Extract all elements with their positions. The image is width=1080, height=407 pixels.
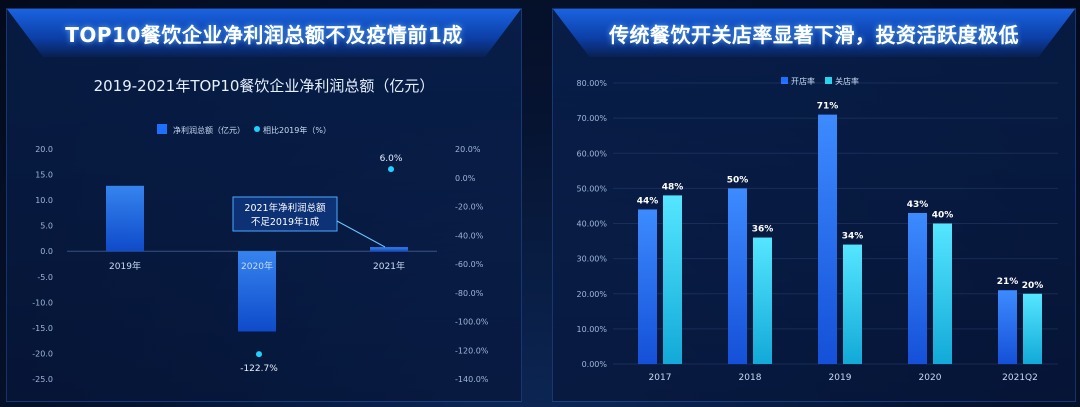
legend-swatch-marker (254, 126, 260, 132)
legend-swatch-bar (157, 124, 167, 134)
data-label: 48% (662, 182, 684, 192)
left-panel-title: TOP10餐饮企业净利润总额不及疫情前1成 (65, 22, 463, 47)
y-left-tick-label: 20.0 (35, 145, 53, 154)
annotation-box (232, 196, 338, 232)
left-panel: TOP10餐饮企业净利润总额不及疫情前1成 2019-2021年TOP10餐饮企… (6, 8, 522, 402)
bar-open-rate (998, 290, 1017, 364)
y-right-tick-label: 0.0% (455, 174, 476, 183)
y-right-tick-label: -100.0% (455, 318, 489, 327)
bar-profit (238, 251, 276, 332)
data-label: 40% (932, 211, 954, 221)
legend-label-marker: 相比2019年（%） (263, 125, 331, 135)
y-left-tick-label: 5.0 (40, 222, 53, 231)
x-tick-label: 2018 (739, 373, 762, 383)
legend-swatch-open (781, 77, 788, 84)
store-rate-chart: 开店率 关店率 80.00% 70.00% 60.00% 50.00% 40.00% 30.0… (576, 76, 1058, 383)
y-right-tick-label: -140.0% (455, 375, 489, 384)
y-right-tick-label: -40.0% (455, 231, 484, 240)
data-label: 43% (907, 200, 929, 210)
x-tick-label: 2017 (649, 373, 672, 383)
y-left-tick-label: -20.0 (32, 349, 53, 358)
data-label: 20% (1022, 281, 1044, 291)
marker-label: 6.0% (380, 154, 403, 164)
x-tick-label: 2021Q2 (1002, 373, 1038, 383)
y-tick-label: 80.00% (576, 79, 607, 88)
y-tick-label: 30.00% (576, 255, 607, 264)
legend-label-bar: 净利润总额（亿元） (173, 125, 245, 135)
data-label: 34% (842, 232, 864, 242)
legend-swatch-close (825, 77, 832, 84)
y-tick-label: 10.00% (576, 325, 607, 334)
annotation-leader (336, 220, 386, 248)
x-tick-label: 2020年 (241, 260, 273, 272)
data-label: 71% (817, 102, 839, 112)
y-right-tick-label: -120.0% (455, 346, 489, 355)
y-left-tick-label: -10.0 (32, 298, 53, 307)
x-tick-label: 2020 (919, 373, 942, 383)
left-panel-header: TOP10餐饮企业净利润总额不及疫情前1成 (7, 9, 521, 57)
y-left-tick-label: -5.0 (37, 273, 53, 282)
annotation-line-2: 不足2019年1成 (251, 216, 320, 228)
y-tick-label: 0.00% (582, 360, 608, 369)
bar-open-rate (728, 188, 747, 364)
marker-pct (388, 166, 394, 173)
bar-close-rate (663, 195, 682, 364)
bar-open-rate (908, 212, 927, 364)
y-tick-label: 50.00% (576, 184, 607, 193)
bar-close-rate (753, 237, 772, 364)
y-left-tick-label: -25.0 (32, 375, 53, 384)
bar-close-rate (843, 244, 862, 364)
y-right-tick-label: -20.0% (455, 203, 484, 212)
chart-title: 2019-2021年TOP10餐饮企业净利润总额（亿元） (94, 77, 435, 95)
right-panel-title: 传统餐饮开关店率显著下滑，投资活跃度极低 (609, 22, 1019, 47)
legend-label-close: 关店率 (835, 76, 859, 86)
right-panel-header: 传统餐饮开关店率显著下滑，投资活跃度极低 (553, 9, 1075, 57)
bar-profit (370, 247, 408, 252)
bar-profit (106, 185, 144, 252)
bar-open-rate (638, 209, 657, 364)
data-label: 44% (637, 196, 659, 206)
y-right-tick-label: -60.0% (455, 260, 484, 269)
data-label: 50% (727, 175, 749, 185)
right-panel: 传统餐饮开关店率显著下滑，投资活跃度极低 开店率 关店率 80.00% 70.00% 6… (552, 8, 1076, 402)
y-right-tick-label: 20.0% (455, 145, 481, 154)
marker-label: -122.7% (240, 364, 278, 374)
x-tick-label: 2019年 (109, 260, 141, 272)
profit-chart: 2019-2021年TOP10餐饮企业净利润总额（亿元） 净利润总额（亿元） 相比2… (32, 77, 489, 384)
bar-open-rate (818, 114, 837, 364)
y-left-tick-label: 15.0 (35, 171, 53, 180)
y-left-tick-label: 0.0 (40, 247, 53, 256)
data-label: 21% (997, 277, 1019, 287)
y-right-tick-label: -80.0% (455, 289, 484, 298)
x-tick-label: 2019 (829, 373, 852, 383)
y-left-tick-label: 10.0 (35, 196, 53, 205)
marker-pct (256, 351, 262, 358)
x-tick-label: 2021年 (373, 260, 405, 272)
bar-close-rate (1023, 293, 1042, 364)
bar-close-rate (933, 223, 952, 364)
y-tick-label: 40.00% (576, 220, 607, 229)
legend-label-open: 开店率 (791, 76, 815, 86)
annotation-line-1: 2021年净利润总额 (244, 202, 326, 214)
y-tick-label: 60.00% (576, 149, 607, 158)
data-label: 36% (752, 225, 774, 235)
y-tick-label: 70.00% (576, 114, 607, 123)
y-left-tick-label: -15.0 (32, 324, 53, 333)
y-tick-label: 20.00% (576, 290, 607, 299)
